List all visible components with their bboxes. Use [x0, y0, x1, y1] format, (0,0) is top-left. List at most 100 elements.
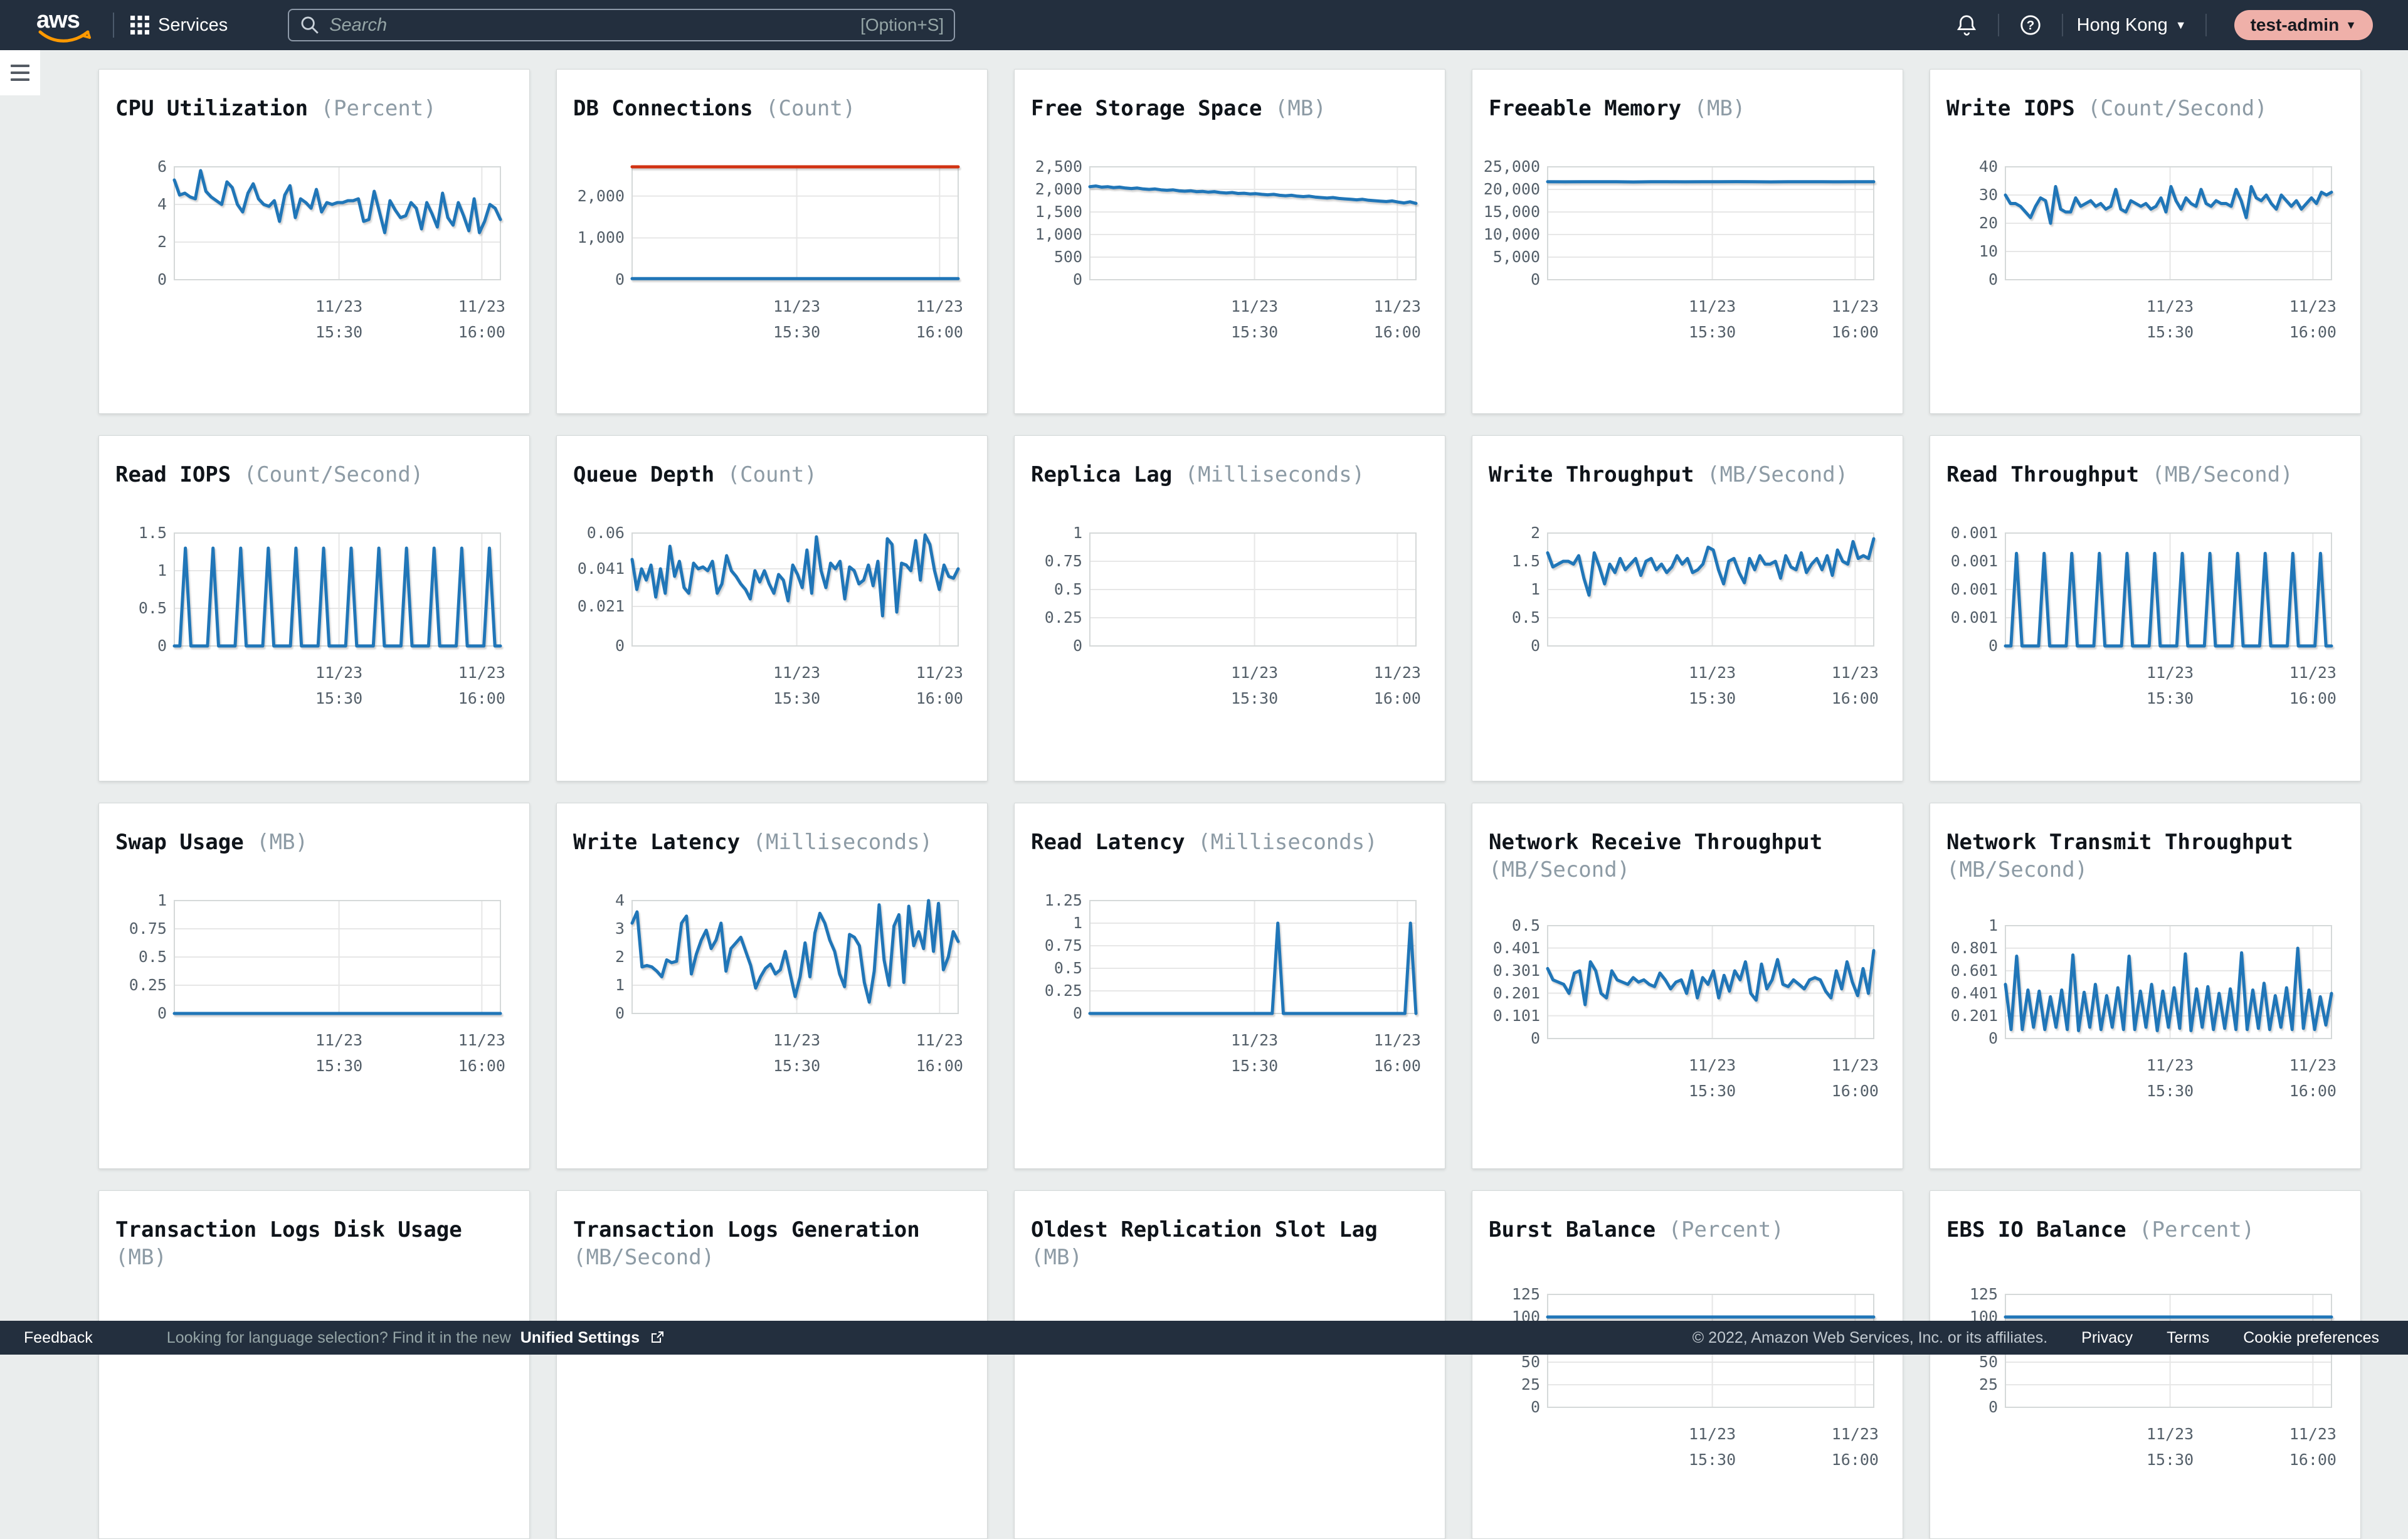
metric-unit-text: (Count) — [714, 462, 817, 487]
metric-series-line — [174, 548, 500, 646]
metric-title-text: Swap Usage — [115, 830, 244, 855]
y-axis-label: 25,000 — [1475, 157, 1540, 176]
metric-title-text: Free Storage Space — [1031, 96, 1262, 121]
y-axis-label: 0.401 — [1933, 984, 1998, 1003]
search-input[interactable]: Search [Option+S] — [288, 9, 955, 41]
metric-card-network-transmit-throughput[interactable]: Network Transmit Throughput (MB/Second) 1… — [1930, 803, 2361, 1169]
copyright-text: © 2022, Amazon Web Services, Inc. or its… — [1692, 1329, 2047, 1347]
y-axis-label: 1 — [1017, 524, 1082, 542]
metric-title: Freeable Memory (MB) — [1489, 95, 1886, 122]
y-axis-label: 2 — [1475, 524, 1540, 542]
metric-unit-text: (MB) — [1681, 96, 1745, 121]
metric-title: DB Connections (Count) — [573, 95, 971, 122]
metric-title-text: Write Latency — [573, 830, 740, 855]
metric-title-text: Network Receive Throughput — [1489, 830, 1822, 855]
help-button[interactable]: ? — [2013, 8, 2048, 43]
y-axis-label: 125 — [1475, 1285, 1540, 1304]
y-axis-label: 2 — [559, 948, 625, 966]
metric-card-transaction-logs-generation[interactable]: Transaction Logs Generation(MB/Second) — [556, 1190, 988, 1539]
metric-chart-svg — [1548, 926, 1874, 1039]
metric-chart-svg — [174, 901, 500, 1013]
metric-unit-text: (MB/Second) — [1489, 857, 1630, 882]
metric-title-text: Burst Balance — [1489, 1217, 1656, 1242]
aws-logo[interactable]: aws — [36, 8, 97, 43]
y-axis-label: 6 — [102, 157, 167, 176]
y-axis-label: 0 — [1933, 1029, 1998, 1048]
external-link-icon — [650, 1330, 665, 1345]
y-axis-label: 0.041 — [559, 559, 625, 578]
metric-card-transaction-logs-disk-usage[interactable]: Transaction Logs Disk Usage(MB) — [98, 1190, 530, 1539]
y-axis-label: 0.201 — [1933, 1007, 1998, 1025]
region-selector[interactable]: Hong Kong ▼ — [2077, 15, 2187, 36]
y-axis-label: 0 — [1475, 637, 1540, 655]
unified-settings-link[interactable]: Unified Settings — [520, 1329, 640, 1346]
metric-chart-svg — [1090, 901, 1416, 1013]
metric-card-oldest-replication-slot-lag[interactable]: Oldest Replication Slot Lag(MB) — [1014, 1190, 1445, 1539]
metric-unit-text: (Count) — [753, 96, 856, 121]
y-axis-label: 2,500 — [1017, 157, 1082, 176]
y-axis-label: 0.021 — [559, 597, 625, 616]
metric-title: Write Throughput (MB/Second) — [1489, 461, 1886, 489]
search-placeholder: Search — [329, 15, 387, 36]
metric-chart-svg — [1090, 533, 1416, 646]
metric-title: Write IOPS (Count/Second) — [1946, 95, 2344, 122]
console-header: aws Services Search [Option+S] — [0, 0, 2408, 50]
y-axis-label: 0.25 — [1017, 608, 1082, 627]
metric-title: Queue Depth (Count) — [573, 461, 971, 489]
notifications-bell-button[interactable] — [1949, 8, 1984, 43]
metric-unit-text: (Count/Second) — [2075, 96, 2268, 121]
metric-title-text: Oldest Replication Slot Lag — [1031, 1217, 1378, 1242]
metric-chart-svg — [174, 167, 500, 280]
sidebar-toggle-button[interactable] — [0, 50, 40, 95]
privacy-link[interactable]: Privacy — [2081, 1329, 2133, 1347]
y-axis-label: 1 — [1933, 916, 1998, 935]
metric-series-line — [632, 535, 958, 616]
metric-chart-svg — [2005, 533, 2331, 646]
metric-series-line — [2005, 948, 2331, 1030]
metric-unit-text: (Percent) — [2126, 1217, 2255, 1242]
feedback-link[interactable]: Feedback — [24, 1329, 93, 1347]
cookie-preferences-link[interactable]: Cookie preferences — [2243, 1329, 2379, 1347]
header-divider — [113, 13, 114, 38]
y-axis-label: 0 — [559, 1004, 625, 1023]
terms-link[interactable]: Terms — [2167, 1329, 2209, 1347]
metric-series-line — [174, 171, 500, 233]
y-axis-label: 0.5 — [1475, 916, 1540, 935]
metric-chart-svg — [2005, 926, 2331, 1039]
account-menu-button[interactable]: test-admin ▼ — [2234, 10, 2373, 40]
metric-card-network-receive-throughput[interactable]: Network Receive Throughput (MB/Second) 0.… — [1472, 803, 1903, 1169]
metric-unit-text: (MB/Second) — [1946, 857, 2088, 882]
hamburger-icon — [11, 65, 29, 81]
metric-chart-svg — [1548, 167, 1874, 280]
y-axis-label: 1 — [1017, 914, 1082, 933]
metric-title-text: Network Transmit Throughput — [1946, 830, 2293, 855]
services-menu-button[interactable]: Services — [130, 15, 228, 36]
y-axis-label: 5,000 — [1475, 248, 1540, 267]
